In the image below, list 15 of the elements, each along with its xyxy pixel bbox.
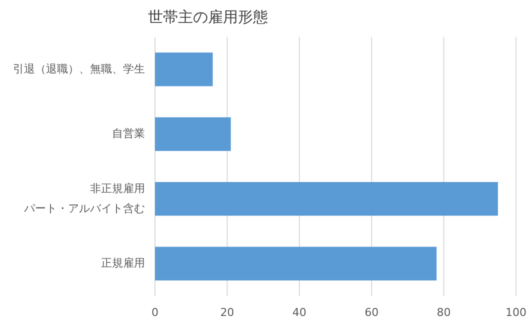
y-tick-label: 正規雇用	[101, 256, 145, 270]
x-tick-label: 80	[436, 306, 451, 319]
x-tick-label: 20	[220, 306, 234, 319]
bar	[155, 117, 231, 151]
chart-title: 世帯主の雇用形態	[148, 8, 268, 26]
x-tick-label: 0	[152, 306, 158, 319]
x-tick-label: 40	[292, 306, 306, 319]
bar	[155, 52, 213, 86]
y-tick-label: 非正規雇用パート・アルバイト含む	[23, 182, 145, 215]
x-tick-label: 60	[364, 306, 379, 319]
y-tick-label: 自営業	[112, 127, 145, 140]
bar	[155, 246, 437, 280]
y-tick-label: 引退（退職）、無職、学生	[13, 62, 145, 76]
bar	[155, 182, 498, 216]
x-tick-label: 100	[506, 306, 526, 319]
